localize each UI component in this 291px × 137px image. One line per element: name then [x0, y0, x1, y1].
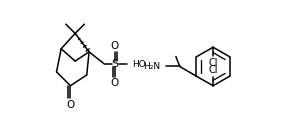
- Text: HO: HO: [132, 60, 146, 69]
- Text: Cl: Cl: [208, 58, 218, 68]
- Text: H₂N: H₂N: [143, 62, 160, 71]
- Text: Cl: Cl: [208, 65, 218, 75]
- Text: O: O: [111, 41, 119, 51]
- Text: O: O: [111, 78, 119, 88]
- Text: O: O: [66, 100, 74, 110]
- Text: S: S: [111, 59, 118, 69]
